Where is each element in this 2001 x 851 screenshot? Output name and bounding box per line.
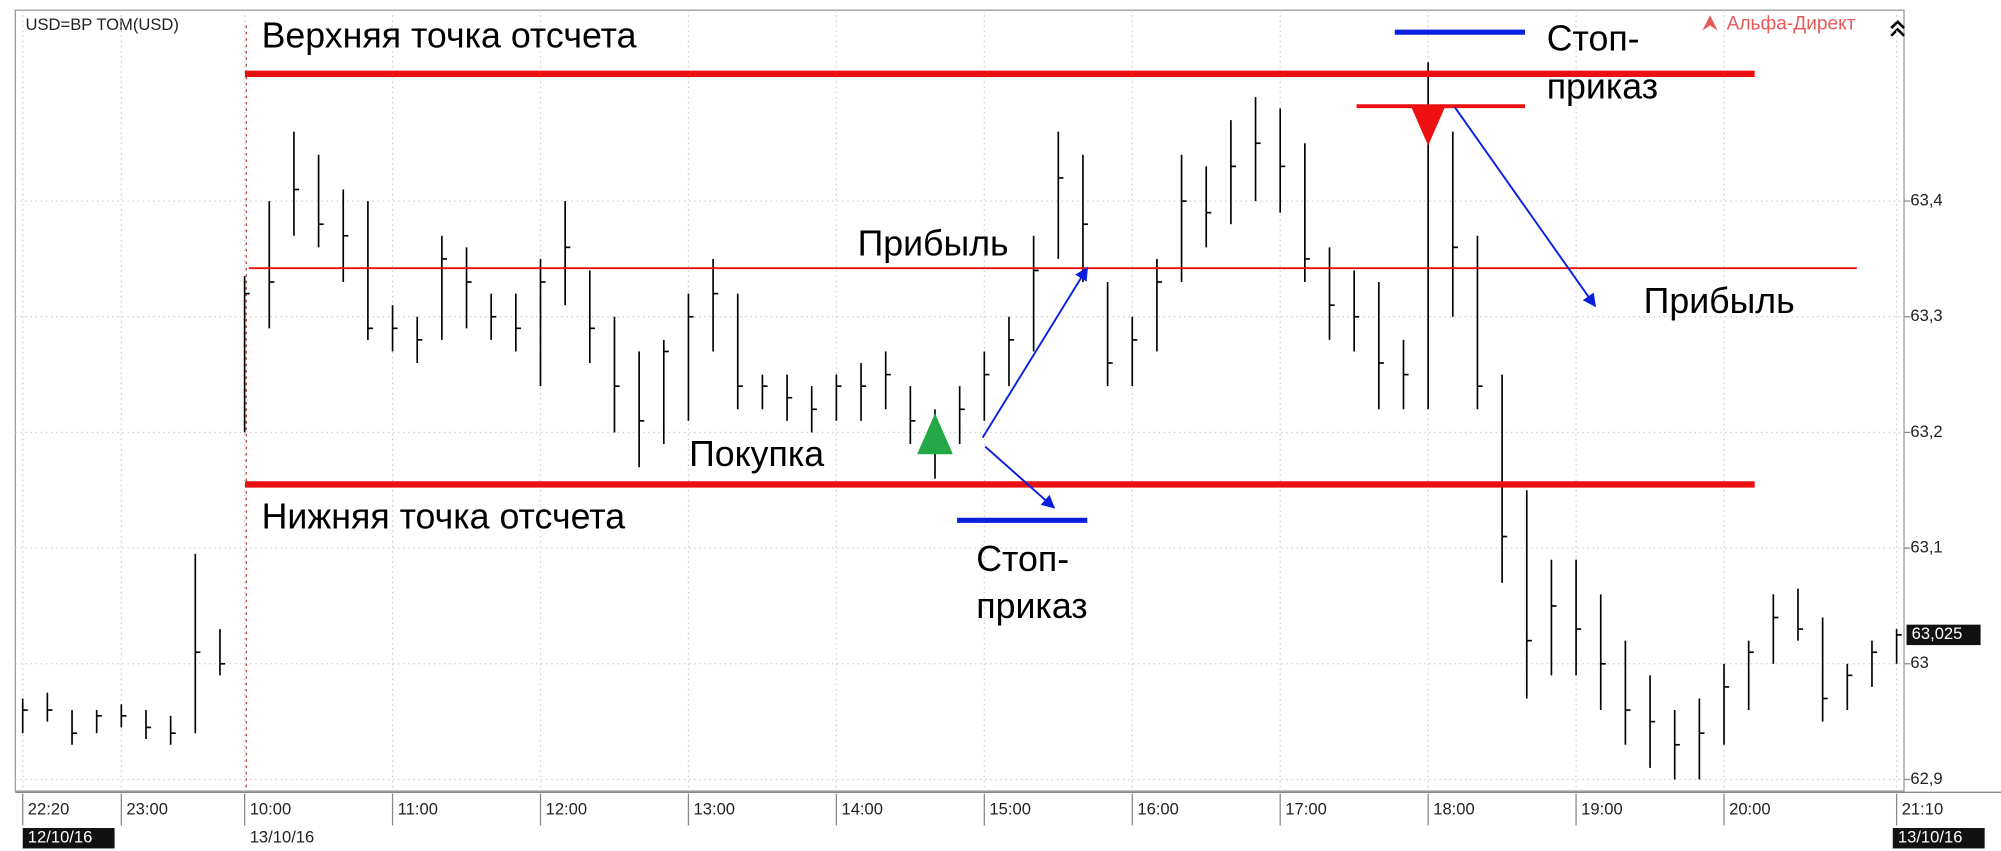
x-tick-label: 10:00: [250, 800, 292, 819]
y-tick-label: 63,2: [1910, 422, 1942, 441]
x-tick-label: 18:00: [1433, 800, 1475, 819]
annotation: приказ: [1547, 67, 1658, 107]
brand: Альфа-Директ: [1727, 13, 1856, 34]
x-tick-label: 14:00: [841, 800, 883, 819]
last-price-label: 63,025: [1912, 624, 1963, 643]
x-tick-label: 13:00: [694, 800, 736, 819]
annotation: Покупка: [689, 434, 824, 474]
date-box: [1892, 828, 1985, 849]
collapse-icon[interactable]: [1890, 19, 1905, 37]
y-tick-label: 62,9: [1910, 769, 1942, 788]
annotation: Стоп-: [976, 539, 1069, 579]
x-tick-label: 15:00: [989, 800, 1031, 819]
arrow: [1454, 106, 1596, 308]
date-label: 13/10/16: [250, 828, 315, 847]
x-tick-label: 21:10: [1902, 800, 1944, 819]
plot-frame: [14, 9, 1905, 792]
brand-icon: [1702, 15, 1718, 31]
x-tick-label: 22:20: [28, 800, 70, 819]
last-price-box: [1906, 624, 1981, 646]
x-tick-label: 17:00: [1285, 800, 1327, 819]
arrow: [984, 445, 1056, 509]
annotation: Стоп-: [1547, 18, 1640, 58]
signal-marker: [917, 413, 953, 455]
y-tick-label: 63,4: [1910, 190, 1942, 209]
y-tick-label: 63: [1910, 653, 1928, 672]
annotation: Верхняя точка отсчета: [262, 16, 637, 56]
y-tick-label: 63,1: [1910, 537, 1942, 556]
arrow: [981, 266, 1089, 439]
signal-marker: [1410, 104, 1447, 146]
annotation: Прибыль: [1644, 281, 1795, 321]
date-label: 12/10/16: [28, 828, 93, 847]
x-tick-label: 12:00: [546, 800, 588, 819]
annotation: Прибыль: [858, 224, 1009, 264]
x-tick-label: 11:00: [398, 800, 438, 819]
annotation: приказ: [976, 586, 1087, 626]
date-box: [22, 828, 115, 849]
date-label: 13/10/16: [1898, 828, 1963, 847]
x-tick-label: 23:00: [126, 800, 168, 819]
annotation: Нижняя точка отсчета: [262, 497, 626, 537]
x-tick-label: 16:00: [1137, 800, 1179, 819]
y-tick-label: 63,3: [1910, 306, 1942, 325]
source-label: USD=BP TOM(USD): [26, 15, 179, 34]
x-tick-label: 20:00: [1729, 800, 1771, 819]
x-tick-label: 19:00: [1581, 800, 1623, 819]
